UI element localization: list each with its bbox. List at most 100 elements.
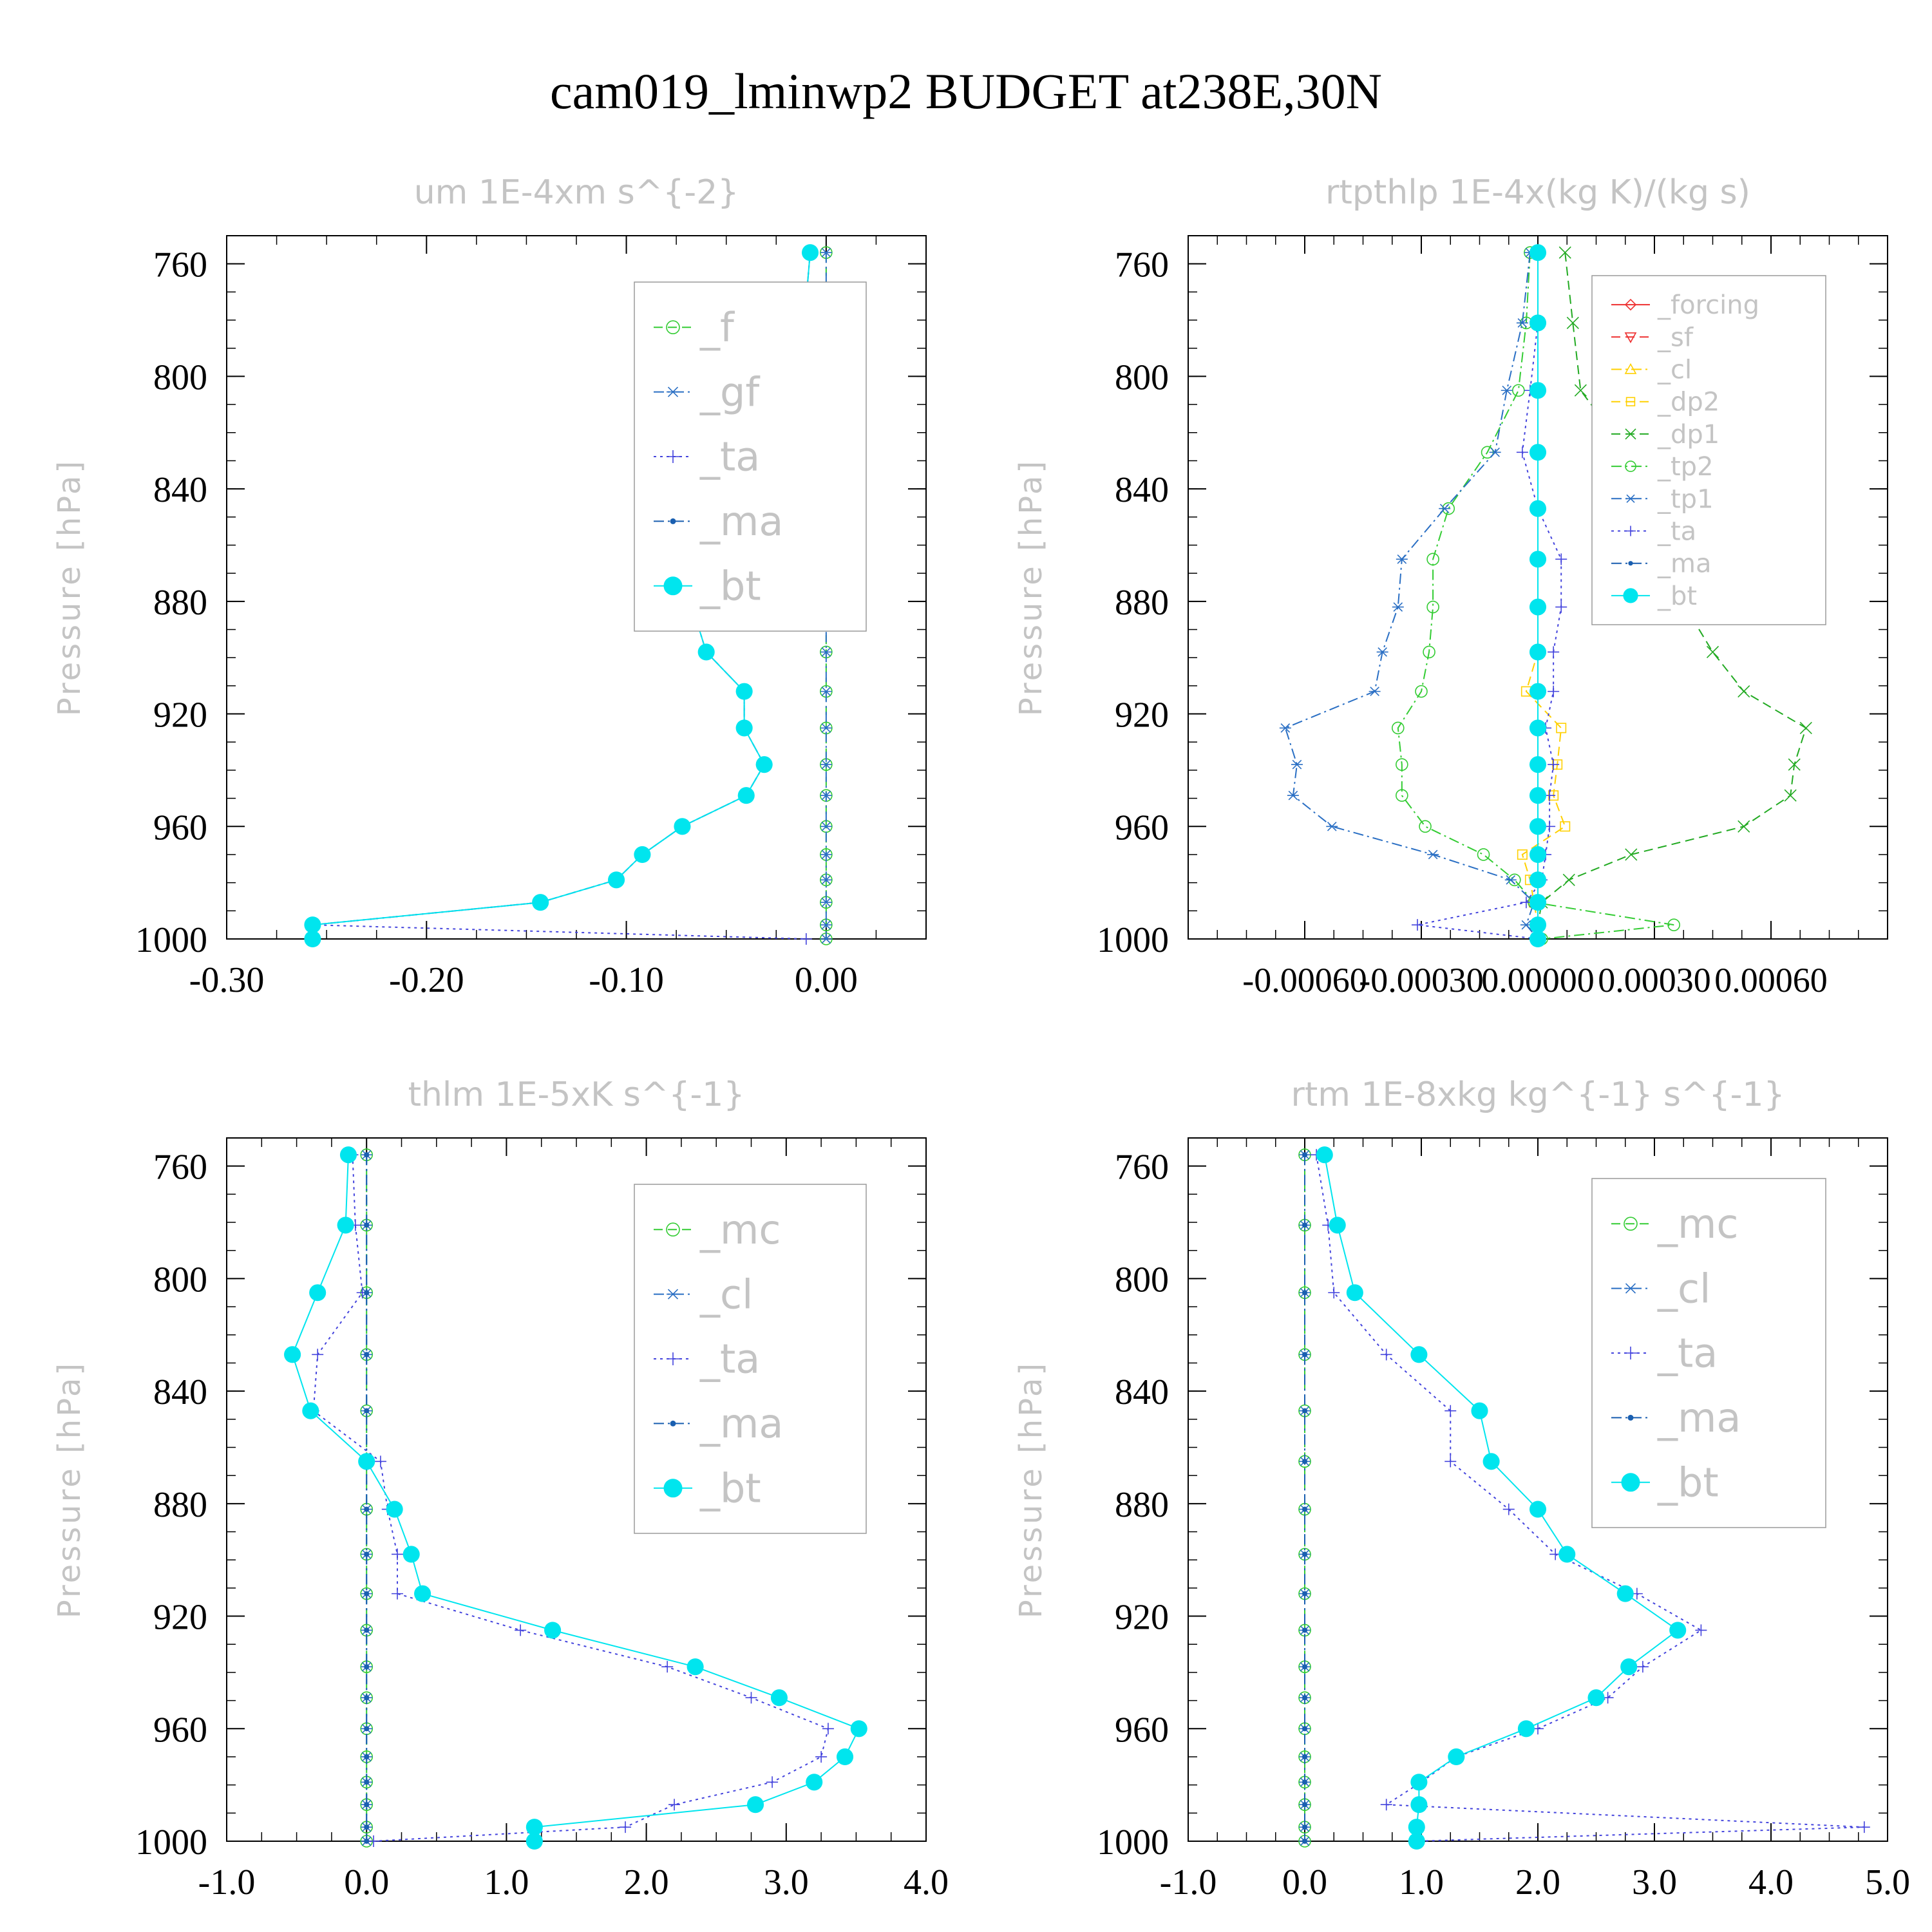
data-point (1410, 1346, 1428, 1363)
data-point (1302, 1352, 1308, 1358)
data-point (1620, 1658, 1638, 1676)
data-point (304, 930, 321, 948)
legend-marker (1624, 1347, 1637, 1359)
y-tick-label: 800 (153, 1260, 207, 1300)
series-bt (1316, 1146, 1687, 1850)
data-point (850, 1720, 867, 1738)
data-point (1555, 601, 1567, 613)
data-point (364, 1802, 370, 1808)
legend-item-gf: _gf (654, 368, 761, 415)
data-point (364, 1222, 370, 1228)
y-axis-label: Pressure [hPa] (52, 459, 88, 716)
data-point (1426, 600, 1439, 614)
data-point (1302, 1591, 1308, 1596)
x-tick-label: 3.0 (764, 1862, 809, 1902)
legend: _forcing _sf _cl _dp2 _dp1_tp2_tp1_ta_ma _bt (1591, 275, 1826, 625)
series-line (312, 1155, 829, 1842)
data-point (1423, 645, 1435, 659)
data-point (364, 1591, 370, 1596)
data-point (620, 1821, 632, 1833)
data-point (1291, 759, 1303, 770)
y-tick-label: 760 (1115, 245, 1169, 285)
legend-item-forcing: _forcing (1611, 290, 1759, 320)
y-tick-label: 1000 (135, 1823, 207, 1862)
legend-item-bt: _bt (1611, 1459, 1719, 1506)
y-tick-label: 840 (153, 470, 207, 510)
data-point (1738, 820, 1750, 833)
data-point (1346, 1284, 1363, 1302)
data-point (1410, 1796, 1428, 1814)
legend-marker (1628, 561, 1633, 566)
data-point (1489, 448, 1501, 457)
data-point (755, 756, 773, 773)
legend-marker (1625, 397, 1636, 406)
data-point (364, 1695, 370, 1701)
data-point (1562, 873, 1575, 886)
data-point (1636, 1661, 1649, 1673)
data-point (1302, 1506, 1308, 1512)
data-point (820, 821, 832, 831)
data-point (1517, 849, 1528, 860)
legend-item-dp2: _dp2 (1611, 388, 1719, 417)
x-tick-label: 0.0 (1282, 1862, 1327, 1902)
legend-item-ma: _ma (1611, 549, 1711, 579)
panel-title: rtpthlp 1E-4x(kg K)/(kg s) (1325, 173, 1750, 212)
data-point (1529, 894, 1547, 911)
data-point (820, 759, 832, 770)
data-point (820, 875, 832, 885)
data-point (1302, 1802, 1308, 1808)
legend-marker (1625, 526, 1636, 536)
data-point (1529, 382, 1547, 399)
legend-label: _gf (699, 368, 761, 415)
data-point (364, 1551, 370, 1557)
y-tick-label: 1000 (1097, 1823, 1169, 1862)
data-point (1302, 1838, 1308, 1844)
data-point (1408, 1819, 1425, 1836)
y-tick-label: 920 (1115, 696, 1169, 735)
data-point (661, 1661, 674, 1673)
data-point (1625, 848, 1638, 861)
data-point (364, 1506, 370, 1512)
data-point (1471, 1402, 1488, 1419)
data-point (364, 1408, 370, 1414)
data-point (1439, 504, 1451, 514)
legend-label: _forcing (1657, 290, 1759, 320)
x-tick-label: -1.0 (1160, 1862, 1217, 1902)
data-point (735, 719, 753, 737)
data-point (1419, 820, 1432, 833)
data-point (1529, 756, 1547, 773)
plot-area (284, 1146, 867, 1850)
series-bt (284, 1146, 867, 1850)
data-point (1302, 1824, 1308, 1830)
data-point (391, 1587, 403, 1600)
data-point (532, 894, 549, 911)
data-point (364, 1352, 370, 1358)
data-point (1415, 685, 1428, 698)
data-point (1410, 1774, 1428, 1791)
data-point (1502, 1503, 1515, 1515)
legend-label: _ta (1657, 517, 1696, 547)
x-tick-label: -0.00060 (1242, 961, 1367, 999)
data-point (1376, 647, 1388, 657)
data-point (1560, 821, 1571, 832)
legend-marker (1624, 1283, 1637, 1294)
x-tick-label: 2.0 (624, 1862, 669, 1902)
data-point (358, 1453, 375, 1470)
data-point (304, 916, 321, 934)
legend-item-bt: _bt (1611, 582, 1697, 611)
data-point (1558, 1546, 1576, 1563)
data-point (820, 897, 832, 907)
y-tick-label: 800 (1115, 1260, 1169, 1300)
legend-marker (1625, 460, 1636, 472)
y-tick-label: 960 (1115, 808, 1169, 848)
data-point (391, 1548, 403, 1560)
x-tick-label: -1.0 (198, 1862, 256, 1902)
data-point (1501, 385, 1513, 395)
series-line (1397, 252, 1674, 940)
data-point (687, 1658, 704, 1676)
data-point (1529, 551, 1547, 568)
data-point (364, 1838, 370, 1844)
data-point (801, 244, 819, 261)
legend-marker (663, 1479, 683, 1498)
data-point (1516, 318, 1528, 328)
